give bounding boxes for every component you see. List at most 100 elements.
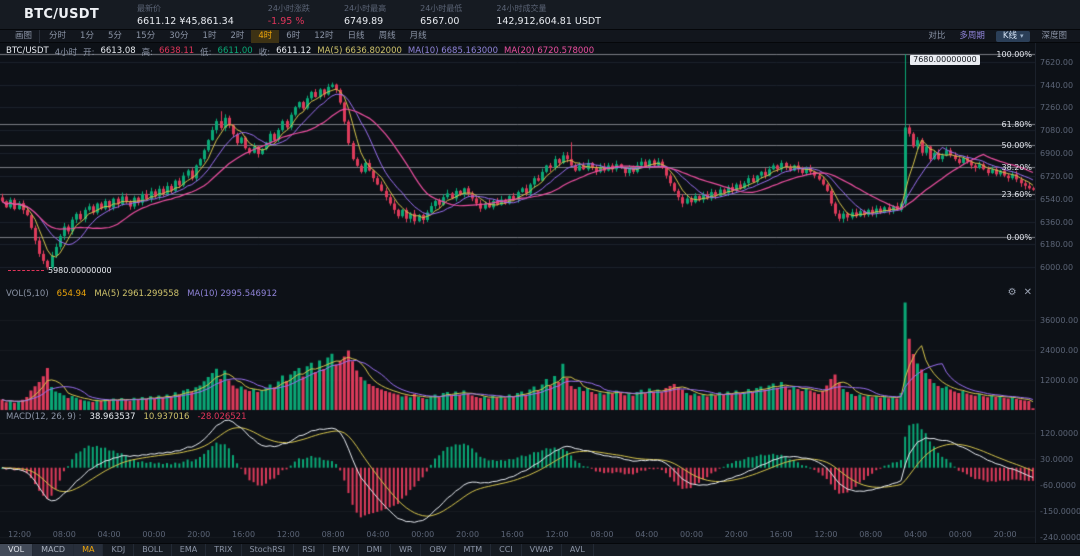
- timeframe-周线[interactable]: 周线: [378, 30, 396, 41]
- ohlc-close-label: 收:: [258, 48, 271, 58]
- time-axis-label: 08:00: [859, 530, 883, 539]
- indicator-tab-VWAP[interactable]: VWAP: [522, 544, 562, 556]
- macd-axis-label: 30.0000: [1040, 455, 1074, 465]
- macd-axis-label: -60.0000: [1040, 481, 1076, 491]
- indicator-tab-KDJ[interactable]: KDJ: [103, 544, 135, 556]
- fib-level-label: 38.20%: [1001, 163, 1032, 172]
- header-stat: 24小时涨跌 -1.95 %: [268, 3, 310, 27]
- time-axis-label: 16:00: [769, 530, 793, 539]
- indicator-tab-DMI[interactable]: DMI: [359, 544, 391, 556]
- fib-level-label: 100.00%: [996, 50, 1032, 60]
- timeframe-2时[interactable]: 2时: [230, 30, 245, 41]
- timeframe-1分[interactable]: 1分: [80, 30, 94, 41]
- chart-tools-group: 对比 多周期 K线 ▾ 深度图: [921, 30, 1074, 42]
- volume-pane-controls: ⚙ ✕: [1008, 287, 1032, 298]
- timeframe-分时[interactable]: 分时: [49, 30, 67, 41]
- ohlc-high-label: 高:: [141, 48, 154, 58]
- timeframe-30分[interactable]: 30分: [169, 30, 189, 41]
- fib-level-label: 23.60%: [1001, 189, 1032, 199]
- axis-divider: [1035, 43, 1036, 543]
- price-marker-low: 5980.00000000: [8, 266, 112, 275]
- volume-axis-label: 36000.00: [1040, 316, 1079, 325]
- time-axis-label: 00:00: [948, 530, 972, 539]
- volume-axis-label: 24000.00: [1040, 346, 1079, 355]
- ohlc-high: 6638.11: [159, 46, 195, 56]
- tool-K线[interactable]: K线 ▾: [995, 30, 1031, 42]
- timeframe-15分[interactable]: 15分: [135, 30, 156, 41]
- timeframe-group: 画图 分时 1分 5分 15分 30分 1时 2时 4时 6时 12时 日线 周线 月线: [8, 29, 434, 43]
- candlestick-chart-canvas[interactable]: [0, 43, 1035, 543]
- ohlc-low: 6611.00: [217, 46, 253, 56]
- settings-gear-icon[interactable]: ⚙: [1007, 287, 1017, 298]
- macd-indicator-header: MACD(12, 26, 9) : 38.963537 10.937016 -2…: [6, 412, 247, 422]
- ohlc-close: 6611.12: [276, 46, 312, 56]
- timeframe-12时[interactable]: 12时: [314, 30, 334, 41]
- time-axis-label: 04:00: [366, 530, 390, 539]
- stat-label: 24小时最低: [420, 3, 463, 13]
- stat-value: 6749.89: [343, 15, 384, 27]
- price-axis-label: 6900.00: [1040, 149, 1074, 159]
- time-axis-label: 04:00: [635, 530, 659, 539]
- timeframe-6时[interactable]: 6时: [286, 30, 301, 41]
- indicator-tab-EMA[interactable]: EMA: [172, 544, 207, 556]
- price-axis-label: 6000.00: [1040, 263, 1074, 273]
- indicator-tab-OBV[interactable]: OBV: [421, 544, 456, 556]
- time-axis-label: 04:00: [97, 530, 121, 539]
- price-axis-label: 7440.00: [1040, 80, 1074, 90]
- close-icon[interactable]: ✕: [1023, 287, 1032, 298]
- time-axis-label: 20:00: [187, 530, 211, 539]
- time-axis-label: 12:00: [8, 530, 32, 539]
- chart-area: BTC/USDT 4小时 开: 6613.08 高: 6638.11 低: 66…: [0, 43, 1080, 543]
- fib-level-label: 0.00%: [1006, 232, 1032, 242]
- fib-level-label: 50.00%: [1001, 141, 1032, 151]
- symbol-title: BTC/USDT: [24, 7, 100, 22]
- tool-多周期[interactable]: 多周期: [959, 30, 985, 41]
- ohlc-open: 6613.08: [100, 46, 136, 56]
- price-axis-label: 7260.00: [1040, 103, 1074, 113]
- stat-label: 24小时成交量: [496, 3, 547, 13]
- vol-ma10: MA(10) 2995.546912: [187, 289, 278, 299]
- stat-value: -1.95 %: [267, 15, 305, 27]
- macd-dif-value: 38.963537: [89, 412, 136, 422]
- tool-对比[interactable]: 对比: [928, 30, 946, 41]
- indicator-tab-VOL[interactable]: VOL: [0, 544, 34, 556]
- time-axis-label: 08:00: [321, 530, 345, 539]
- timeframe-1时[interactable]: 1时: [202, 30, 217, 41]
- indicator-tab-BOLL[interactable]: BOLL: [134, 544, 172, 556]
- indicator-tab-RSI[interactable]: RSI: [294, 544, 325, 556]
- timeframe-4时[interactable]: 4时: [251, 29, 280, 43]
- indicator-tab-AVL[interactable]: AVL: [562, 544, 594, 556]
- timeframe-画图[interactable]: 画图: [8, 29, 41, 43]
- indicator-tab-EMV[interactable]: EMV: [324, 544, 359, 556]
- indicator-tab-WR[interactable]: WR: [391, 544, 422, 556]
- stat-label: 24小时涨跌: [267, 3, 310, 13]
- stat-label: 最新价: [137, 3, 162, 13]
- indicator-tab-MTM[interactable]: MTM: [455, 544, 492, 556]
- indicator-tab-MA[interactable]: MA: [74, 544, 104, 556]
- ohlc-ma5: MA(5) 6636.802000: [317, 46, 402, 56]
- indicator-tab-TRIX[interactable]: TRIX: [206, 544, 242, 556]
- time-axis-label: 08:00: [590, 530, 614, 539]
- vol-current: 654.94: [56, 289, 87, 299]
- indicator-tab-StochRSI[interactable]: StochRSI: [242, 544, 295, 556]
- time-axis-label: 16:00: [232, 530, 256, 539]
- timeframe-5分[interactable]: 5分: [107, 30, 122, 41]
- header-stat: 24小时最低 6567.00: [420, 3, 462, 27]
- timeframe-toolbar: 画图 分时 1分 5分 15分 30分 1时 2时 4时 6时 12时 日线 周线 月线 对比 多周期 K线 ▾…: [0, 29, 1080, 43]
- time-axis-label: 04:00: [904, 530, 928, 539]
- indicator-tab-CCI[interactable]: CCI: [491, 544, 522, 556]
- timeframe-月线[interactable]: 月线: [409, 30, 427, 41]
- timeframe-日线[interactable]: 日线: [347, 30, 365, 41]
- price-axis-label: 7080.00: [1040, 126, 1074, 136]
- ohlc-open-label: 开:: [83, 48, 95, 58]
- macd-name: MACD(12, 26, 9) :: [6, 412, 82, 422]
- time-axis-label: 00:00: [411, 530, 435, 539]
- time-axis-label: 20:00: [993, 530, 1017, 539]
- time-axis-label: 20:00: [724, 530, 748, 539]
- stat-value: 6611.12 ¥45,861.34: [137, 15, 234, 27]
- header-stat: 最新价 6611.12 ¥45,861.34: [137, 3, 234, 27]
- indicator-tab-MACD[interactable]: MACD: [33, 544, 75, 556]
- ohlc-info: BTC/USDT 4小时 开: 6613.08 高: 6638.11 低: 66…: [6, 46, 594, 58]
- header-stat: 24小时成交量 142,912,604.81 USDT: [496, 3, 601, 27]
- tool-深度图[interactable]: 深度图: [1041, 30, 1067, 41]
